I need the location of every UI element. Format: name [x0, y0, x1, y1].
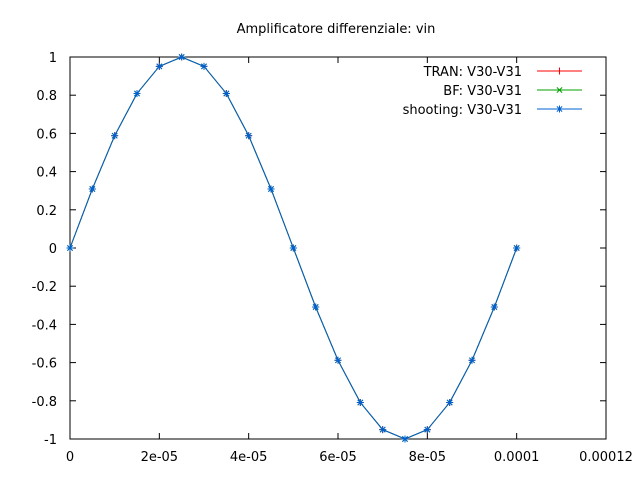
x-tick-label: 6e-05 — [319, 450, 357, 465]
y-tick-label: 0.4 — [36, 166, 57, 181]
y-tick-label: 1 — [49, 51, 57, 66]
legend-label: BF: V30-V31 — [443, 84, 522, 99]
data-point-d2 — [223, 90, 230, 97]
series-star — [66, 53, 521, 443]
legend-marker-d2 — [556, 106, 563, 112]
x-tick-label: 0.0001 — [494, 450, 540, 465]
legend-label: shooting: V30-V31 — [403, 103, 522, 118]
y-axis: 1 0.8 0.6 0.4 0.2 0 -0.2 -0.4 -0.6 -0.8 -1 — [32, 51, 606, 448]
data-point-d2 — [89, 186, 96, 192]
data-point-d2 — [446, 399, 453, 406]
y-tick-label: -0.6 — [32, 357, 57, 372]
data-point-d2 — [178, 54, 185, 60]
data-point-d2 — [513, 245, 520, 251]
legend-label: TRAN: V30-V31 — [423, 65, 522, 80]
chart-title: Amplificatore differenziale: vin — [237, 22, 436, 37]
data-point-d2 — [111, 132, 118, 139]
data-point-d2 — [268, 186, 274, 192]
plot-frame — [69, 56, 607, 440]
data-point-d2 — [201, 63, 207, 70]
data-point-d2 — [312, 304, 319, 310]
x-tick-label: 0.00012 — [579, 450, 633, 465]
y-tick-label: -0.8 — [32, 395, 57, 410]
data-point-d2 — [402, 436, 408, 442]
x-tick-label: 4e-05 — [230, 450, 268, 465]
y-tick-label: -0.2 — [32, 280, 57, 295]
data-point-d2 — [156, 63, 163, 70]
data-point-d2 — [245, 132, 252, 139]
data-point-d2 — [335, 357, 341, 364]
legend-marker-d2 — [556, 87, 563, 93]
data-point-d2 — [67, 245, 73, 251]
data-point-d2 — [290, 245, 297, 251]
y-tick-label: -1 — [44, 433, 57, 448]
y-tick-label: -0.4 — [32, 318, 57, 333]
y-tick-label: 0.8 — [36, 89, 57, 104]
x-axis: 0 2e-05 4e-05 6e-05 8e-05 0.0001 0.00012 — [66, 57, 633, 465]
x-tick-label: 8e-05 — [409, 450, 447, 465]
y-tick-label: 0.2 — [36, 204, 57, 219]
series-layer — [66, 53, 521, 443]
x-tick-label: 0 — [66, 450, 74, 465]
data-point-d2 — [491, 304, 498, 310]
y-tick-label: 0.6 — [36, 127, 57, 142]
legend: TRAN: V30-V31 BF: V30-V31 shooting: V30-V3… — [403, 65, 582, 118]
data-point-d2 — [379, 426, 386, 433]
data-point-d2 — [424, 426, 431, 433]
y-tick-label: 0 — [49, 242, 57, 257]
x-tick-label: 2e-05 — [141, 450, 179, 465]
data-point-d2 — [357, 399, 364, 406]
data-point-d2 — [134, 90, 140, 97]
data-point-d2 — [469, 357, 475, 364]
